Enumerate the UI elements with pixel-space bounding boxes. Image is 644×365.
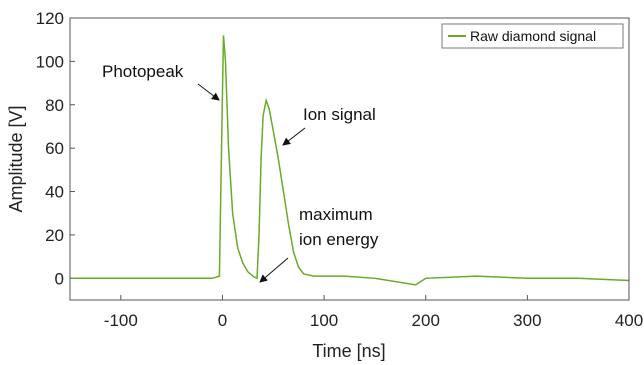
x-axis-title: Time [ns] [312,341,385,361]
annotation-ion-energy-line: ion energy [299,230,379,249]
plot-background [70,18,629,300]
x-axis-tick-labels: -100 0 100 200 300 400 [104,311,643,330]
legend: Raw diamond signal [441,23,624,49]
y-tick-label: 60 [45,139,64,158]
annotation-ion-signal: Ion signal [303,105,376,124]
annotation-photopeak: Photopeak [102,62,184,81]
x-tick-label: 0 [218,311,227,330]
annotation-maximum-line: maximum [299,205,373,224]
x-tick-label: 400 [615,311,643,330]
arrow-maximum-ion-energy [259,257,289,283]
y-axis-tick-labels: 0 20 40 60 80 100 120 [36,9,64,288]
legend-box [441,23,624,49]
arrow-photopeak [197,83,220,101]
x-tick-label: 300 [513,311,541,330]
plot-frame [69,17,630,301]
y-tick-label: 20 [45,226,64,245]
arrow-ion-signal [282,127,306,146]
y-tick-label: 40 [45,183,64,202]
y-axis-title: Amplitude [V] [6,105,26,212]
x-tick-label: 100 [310,311,338,330]
legend-series-label: Raw diamond signal [470,28,596,44]
annotation-maximum-ion-energy: maximum ion energy [299,205,379,249]
y-tick-label: 100 [36,52,64,71]
x-tick-label: -100 [104,311,138,330]
chart-annotations: Photopeak Ion signal maximum ion energy [102,62,379,283]
series-line-raw-diamond-signal [70,35,630,286]
y-tick-label: 120 [36,9,64,28]
y-tick-label: 80 [45,96,64,115]
y-tick-label: 0 [55,269,64,288]
x-tick-label: 200 [412,311,440,330]
